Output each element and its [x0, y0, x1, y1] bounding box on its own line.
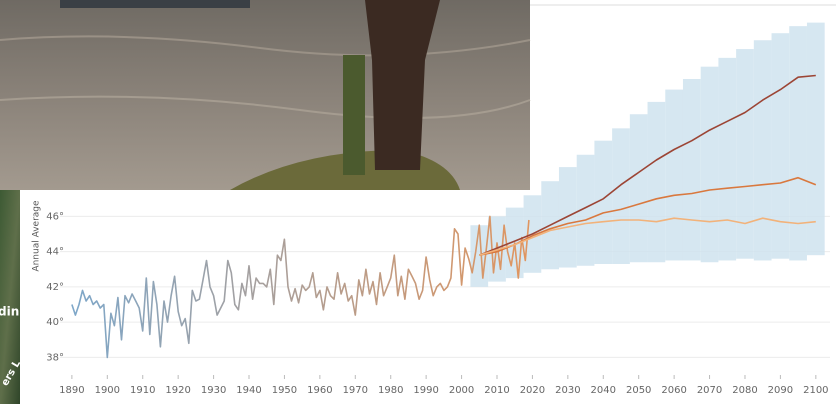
x-tick-label: 2080: [732, 385, 757, 396]
x-tick-label: 1970: [343, 385, 368, 396]
range-band: [718, 58, 736, 261]
x-tick-label: 2090: [768, 385, 793, 396]
range-band: [630, 114, 648, 262]
x-tick-label: 2100: [803, 385, 828, 396]
x-tick-label: 1990: [413, 385, 438, 396]
range-band: [754, 40, 772, 260]
range-band: [648, 102, 666, 262]
x-tick-label: 2020: [520, 385, 545, 396]
range-band: [701, 67, 719, 263]
y-tick-label: 40°: [46, 317, 64, 328]
x-tick-label: 1960: [307, 385, 332, 396]
range-band: [789, 26, 807, 260]
range-band: [612, 128, 630, 264]
x-tick-label: 2010: [484, 385, 509, 396]
x-tick-label: 1950: [272, 385, 297, 396]
y-tick-label: 44°: [46, 247, 64, 258]
y-tick-label: 46°: [46, 211, 64, 222]
x-tick-label: 1890: [59, 385, 84, 396]
x-tick-label: 2000: [449, 385, 474, 396]
x-tick-label: 1940: [236, 385, 261, 396]
range-band: [736, 49, 754, 259]
range-band: [807, 23, 825, 256]
x-tick-label: 2070: [697, 385, 722, 396]
range-band: [772, 33, 790, 259]
y-axis-label: Annual Average: [32, 200, 42, 272]
x-tick-label: 1910: [130, 385, 155, 396]
x-tick-label: 2030: [555, 385, 580, 396]
satellite-image: din ers L: [0, 190, 23, 404]
x-tick-label: 2040: [591, 385, 616, 396]
map-label: din: [0, 305, 19, 319]
x-tick-label: 1920: [165, 385, 190, 396]
photo: [0, 0, 530, 190]
x-tick-label: 1980: [378, 385, 403, 396]
y-tick-label: 38°: [46, 352, 64, 363]
x-tick-label: 2060: [661, 385, 686, 396]
range-band: [665, 90, 683, 261]
range-band: [683, 79, 701, 260]
x-tick-label: 1900: [95, 385, 120, 396]
x-tick-label: 1930: [201, 385, 226, 396]
y-tick-label: 42°: [46, 282, 64, 293]
screen: Annual Average 38° 40° 42° 44° 46° 1890 1900 19…: [0, 0, 836, 404]
x-tick-label: 2050: [626, 385, 651, 396]
range-band: [559, 167, 577, 267]
